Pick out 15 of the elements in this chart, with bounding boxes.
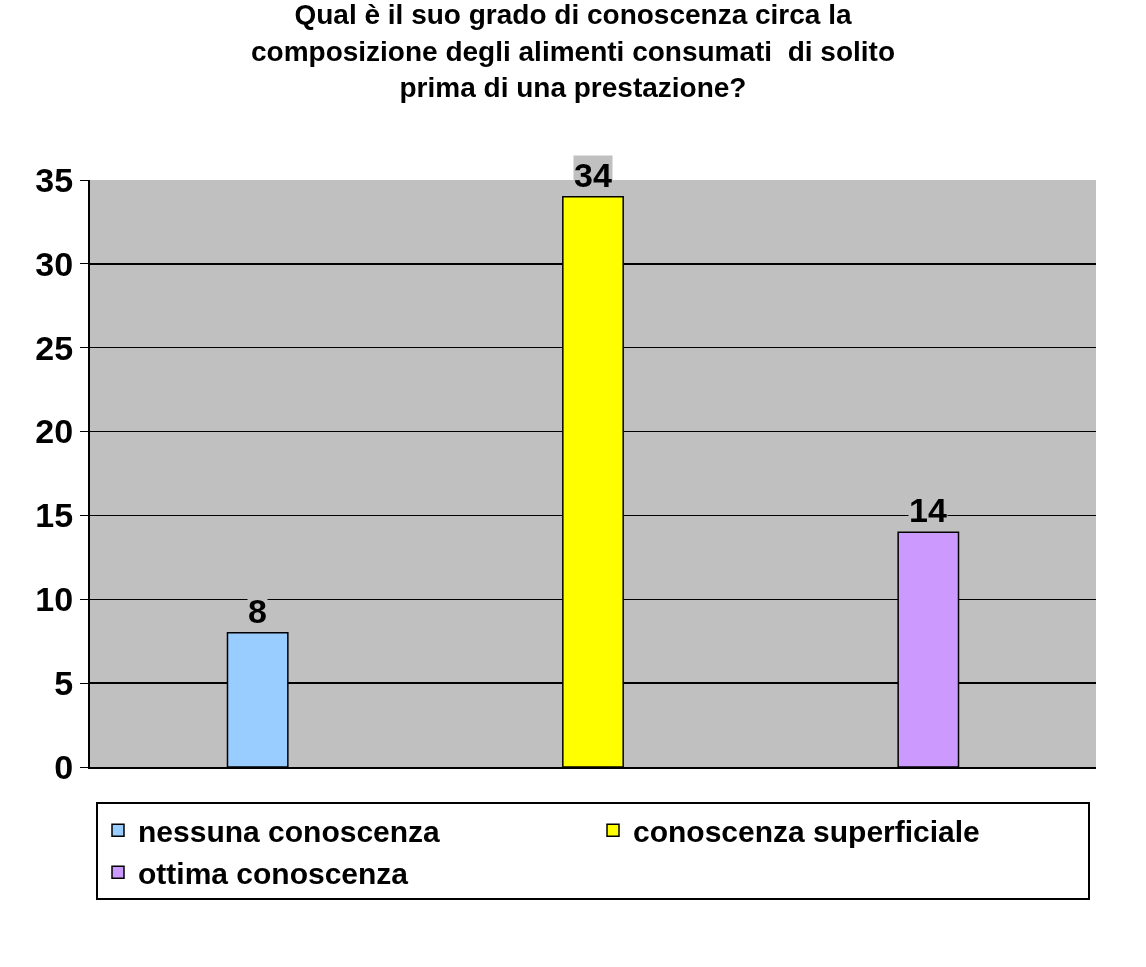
y-tick-label: 35 <box>35 160 74 199</box>
y-tick-label: 10 <box>35 580 74 619</box>
y-tick-label: 15 <box>35 496 74 535</box>
data-label: 8 <box>248 592 267 630</box>
y-tick-label: 0 <box>54 747 74 786</box>
data-label: 14 <box>909 491 947 529</box>
y-tick-label: 20 <box>35 412 74 451</box>
legend-label: nessuna conoscenza <box>138 814 441 848</box>
chart-title: Qual è il suo grado di conoscenza circa la composizione degli alimenti consumati di solito prima di una prestazione? <box>250 0 896 103</box>
y-tick-label: 30 <box>35 244 74 283</box>
y-tick-label: 25 <box>35 328 74 367</box>
legend-label: ottima conoscenza <box>138 856 409 890</box>
data-label: 34 <box>574 156 612 194</box>
legend-label: conoscenza superficiale <box>633 814 980 848</box>
y-tick-label: 5 <box>54 664 74 703</box>
